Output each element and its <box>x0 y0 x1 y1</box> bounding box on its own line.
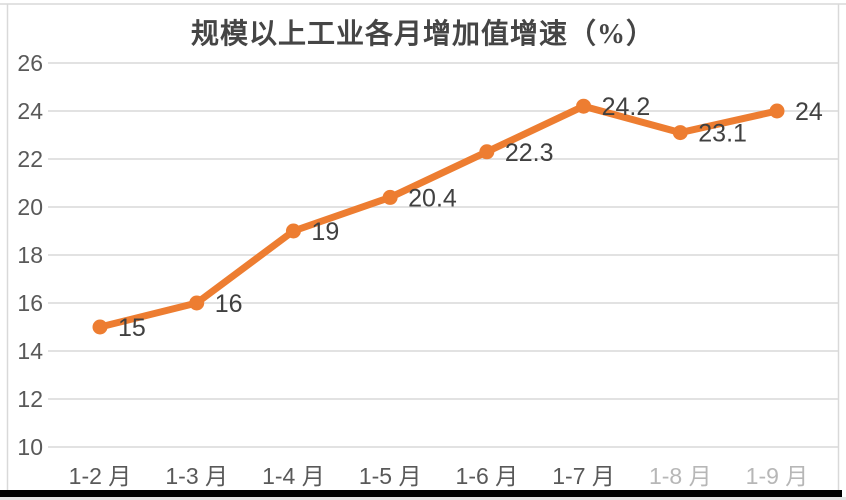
y-tick-label: 12 <box>17 386 43 412</box>
data-label: 24.2 <box>602 93 651 121</box>
x-tick-label: 1-2 月 <box>69 463 132 489</box>
data-point-marker <box>285 223 301 239</box>
y-tick-label: 16 <box>17 290 43 316</box>
y-tick-label: 24 <box>17 98 43 124</box>
data-label: 15 <box>118 314 146 342</box>
x-tick-label: 1-6 月 <box>456 463 519 489</box>
data-label: 24 <box>795 98 823 126</box>
y-tick-label: 20 <box>17 194 43 220</box>
data-label: 22.3 <box>505 139 554 167</box>
line-series <box>96 102 781 331</box>
data-point-marker <box>769 103 785 119</box>
y-tick-label: 18 <box>17 242 43 268</box>
x-tick-label: 1-9 月 <box>746 463 809 489</box>
data-point-marker <box>479 144 495 160</box>
data-point-marker <box>382 189 398 205</box>
data-point-marker <box>576 98 592 114</box>
data-label: 20.4 <box>408 184 457 212</box>
data-point-marker <box>672 125 688 141</box>
y-tick-label: 10 <box>17 434 43 460</box>
bottom-gray-strip <box>0 497 846 500</box>
data-label: 16 <box>215 290 243 318</box>
x-tick-label: 1-7 月 <box>552 463 615 489</box>
x-tick-label: 1-4 月 <box>262 463 325 489</box>
x-tick-label: 1-8 月 <box>649 463 712 489</box>
x-tick-label: 1-5 月 <box>359 463 422 489</box>
data-point-marker <box>92 319 108 335</box>
data-point-marker <box>189 295 205 311</box>
y-tick-label: 22 <box>17 146 43 172</box>
data-label: 19 <box>311 218 339 246</box>
y-tick-label: 14 <box>17 338 43 364</box>
data-label: 23.1 <box>698 120 747 148</box>
y-tick-label: 26 <box>17 50 43 76</box>
bottom-black-bar <box>0 490 842 497</box>
x-tick-label: 1-3 月 <box>165 463 228 489</box>
